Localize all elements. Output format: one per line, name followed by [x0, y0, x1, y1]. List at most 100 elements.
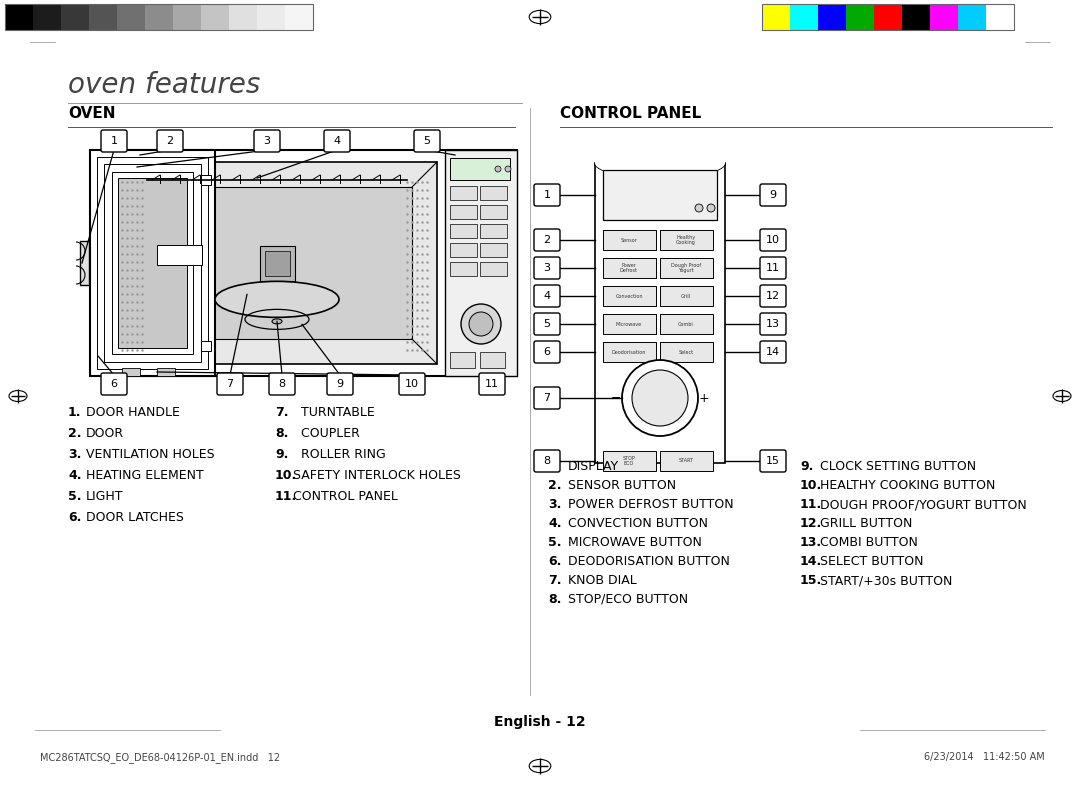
- Bar: [257, 4, 285, 30]
- Text: MICROWAVE BUTTON: MICROWAVE BUTTON: [568, 536, 702, 549]
- Bar: [874, 4, 902, 30]
- Text: 12: 12: [766, 291, 780, 301]
- Bar: [762, 4, 789, 30]
- Text: 5: 5: [543, 319, 551, 329]
- Bar: [157, 245, 202, 265]
- FancyBboxPatch shape: [327, 373, 353, 395]
- Bar: [33, 4, 60, 30]
- Text: 1.: 1.: [548, 460, 562, 473]
- Bar: [60, 4, 89, 30]
- Text: 8: 8: [543, 456, 551, 466]
- Text: HEALTHY COOKING BUTTON: HEALTHY COOKING BUTTON: [820, 479, 996, 492]
- Text: 4.: 4.: [68, 469, 81, 482]
- Text: COMBI BUTTON: COMBI BUTTON: [820, 536, 918, 549]
- Text: SENSOR BUTTON: SENSOR BUTTON: [568, 479, 676, 492]
- Text: 12.: 12.: [800, 517, 822, 530]
- Bar: [141, 187, 411, 339]
- Text: Healthy
Cooking: Healthy Cooking: [676, 234, 696, 246]
- Bar: [603, 314, 656, 334]
- Text: DOOR LATCHES: DOOR LATCHES: [86, 511, 184, 524]
- FancyBboxPatch shape: [760, 341, 786, 363]
- Bar: [480, 352, 505, 368]
- Bar: [201, 4, 229, 30]
- Text: MC286TATCSQ_EO_DE68-04126P-01_EN.indd   12: MC286TATCSQ_EO_DE68-04126P-01_EN.indd 12: [40, 752, 280, 763]
- Bar: [229, 4, 257, 30]
- Text: 4: 4: [334, 136, 340, 146]
- Bar: [90, 150, 215, 376]
- Text: +: +: [699, 391, 710, 405]
- FancyBboxPatch shape: [534, 341, 561, 363]
- Bar: [450, 352, 475, 368]
- Text: 1: 1: [543, 190, 551, 200]
- Text: 7.: 7.: [275, 406, 288, 419]
- Text: Microwave: Microwave: [616, 322, 643, 326]
- Text: Sensor: Sensor: [621, 238, 637, 242]
- Bar: [603, 230, 656, 250]
- Bar: [5, 4, 33, 30]
- FancyBboxPatch shape: [269, 373, 295, 395]
- Text: 4.: 4.: [548, 517, 562, 530]
- Bar: [80, 241, 89, 285]
- Bar: [480, 205, 507, 219]
- Circle shape: [505, 166, 511, 172]
- Text: START/+30s BUTTON: START/+30s BUTTON: [820, 574, 953, 587]
- Bar: [450, 243, 477, 257]
- Bar: [603, 286, 656, 306]
- Circle shape: [707, 204, 715, 212]
- Bar: [660, 314, 713, 334]
- Bar: [603, 451, 656, 471]
- Bar: [480, 243, 507, 257]
- Text: 7: 7: [227, 379, 233, 389]
- Text: TURNTABLE: TURNTABLE: [293, 406, 375, 419]
- Bar: [450, 158, 510, 180]
- Text: 9: 9: [337, 379, 343, 389]
- Circle shape: [622, 360, 698, 436]
- Bar: [818, 4, 846, 30]
- Bar: [97, 157, 208, 369]
- Bar: [660, 286, 713, 306]
- Text: 15: 15: [766, 456, 780, 466]
- Bar: [958, 4, 986, 30]
- Bar: [902, 4, 930, 30]
- Text: 5: 5: [423, 136, 431, 146]
- Text: 2.: 2.: [548, 479, 562, 492]
- Text: 3: 3: [543, 263, 551, 273]
- Text: 13.: 13.: [800, 536, 822, 549]
- Text: 10.: 10.: [275, 469, 297, 482]
- Text: 1: 1: [110, 136, 118, 146]
- Bar: [986, 4, 1014, 30]
- Bar: [201, 341, 211, 351]
- Bar: [930, 4, 958, 30]
- Text: 6.: 6.: [68, 511, 81, 524]
- Text: 6: 6: [543, 347, 551, 357]
- Text: English - 12: English - 12: [495, 715, 585, 729]
- Text: Dough Proof
Yogurt: Dough Proof Yogurt: [671, 263, 701, 273]
- FancyBboxPatch shape: [399, 373, 426, 395]
- Text: CONTROL PANEL: CONTROL PANEL: [293, 490, 397, 503]
- Text: 8.: 8.: [275, 427, 288, 440]
- Bar: [117, 162, 437, 364]
- Text: 6/23/2014   11:42:50 AM: 6/23/2014 11:42:50 AM: [924, 752, 1045, 762]
- Text: 8.: 8.: [548, 593, 562, 606]
- FancyBboxPatch shape: [760, 184, 786, 206]
- Text: 3.: 3.: [68, 448, 81, 461]
- FancyBboxPatch shape: [760, 313, 786, 335]
- Text: 2.: 2.: [68, 427, 81, 440]
- FancyBboxPatch shape: [534, 450, 561, 472]
- Text: 11: 11: [485, 379, 499, 389]
- Text: CONVECTION BUTTON: CONVECTION BUTTON: [568, 517, 708, 530]
- Circle shape: [461, 304, 501, 344]
- Circle shape: [495, 166, 501, 172]
- Bar: [789, 4, 818, 30]
- Circle shape: [632, 370, 688, 426]
- FancyBboxPatch shape: [534, 387, 561, 409]
- Text: ROLLER RING: ROLLER RING: [293, 448, 386, 461]
- FancyBboxPatch shape: [102, 130, 127, 152]
- Bar: [660, 451, 713, 471]
- Bar: [480, 224, 507, 238]
- Text: 13: 13: [766, 319, 780, 329]
- Bar: [285, 4, 313, 30]
- FancyBboxPatch shape: [534, 257, 561, 279]
- Text: DISPLAY: DISPLAY: [568, 460, 619, 473]
- Bar: [480, 262, 507, 276]
